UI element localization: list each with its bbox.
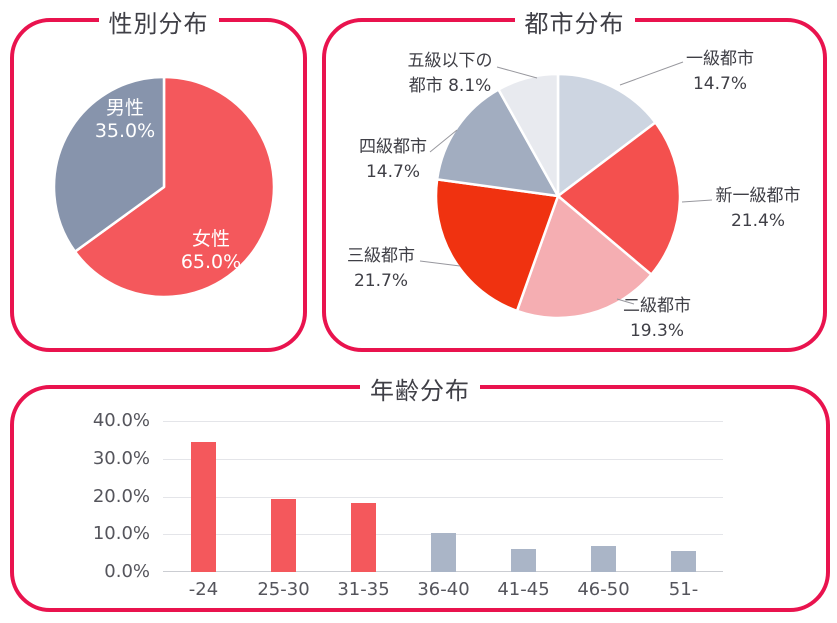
city-callout-line-1 — [681, 199, 713, 203]
callout-tier4-value: 14.7% — [365, 162, 420, 182]
bar-36-40 — [431, 533, 456, 572]
city-card-title: 都市分布 — [514, 9, 635, 39]
city-callout-line-3 — [419, 260, 461, 267]
city-callout-line-0 — [619, 61, 684, 86]
bar-46-50 — [591, 546, 616, 572]
callout-tier3-value: 21.7% — [353, 271, 408, 291]
city-slice-5 — [497, 72, 560, 198]
callout-tier1-value: 14.7% — [692, 74, 747, 94]
age-card-title: 年齢分布 — [360, 376, 480, 406]
male-label-value: 35.0% — [94, 120, 156, 142]
gender-slice-0 — [73, 75, 276, 299]
y-tick-30: 30.0% — [92, 448, 150, 469]
callout-tier5-value: 都市 8.1% — [408, 76, 492, 96]
city-distribution-card: 都市分布 一級都市 14.7% 新一級都市 21.4% 二級都市 19.3% 三… — [322, 9, 827, 352]
city-callout-line-5 — [496, 66, 538, 79]
gridline-40 — [163, 421, 723, 422]
city-slice-2 — [515, 194, 653, 320]
city-slice-4 — [435, 88, 560, 198]
gridline-30 — [163, 459, 723, 460]
callout-tier2-name: 二級都市 — [623, 296, 691, 316]
bar-51- — [671, 551, 696, 572]
city-slice-3 — [434, 178, 560, 313]
male-label-text: 男性 — [105, 97, 145, 119]
x-tick-41-45: 41-45 — [497, 579, 550, 600]
x-tick-46-50: 46-50 — [577, 579, 630, 600]
gender-card-content: 男性 35.0% 女性 65.0% — [14, 22, 303, 348]
y-tick-10: 10.0% — [92, 523, 150, 544]
y-tick-20: 20.0% — [92, 486, 150, 507]
callout-tier3-name: 三級都市 — [347, 246, 415, 266]
bar-25-30 — [271, 499, 296, 572]
x-tick-25-30: 25-30 — [257, 579, 310, 600]
female-slice-label: 女性 65.0% — [181, 228, 241, 274]
gender-card-title: 性別分布 — [98, 9, 219, 39]
callout-tier1-name: 一級都市 — [686, 49, 754, 69]
city-slice-0 — [556, 72, 657, 198]
callout-new-tier1: 新一級都市 21.4% — [716, 184, 801, 234]
callout-tier5-below: 五級以下の 都市 8.1% — [408, 49, 493, 99]
male-slice-label: 男性 35.0% — [95, 97, 155, 143]
callout-new-tier1-name: 新一級都市 — [715, 186, 801, 206]
callout-tier2: 二級都市 19.3% — [623, 294, 691, 344]
gender-pie-chart — [52, 75, 276, 299]
x-tick--24: -24 — [188, 579, 219, 600]
gridline-20 — [163, 497, 723, 498]
age-bar-plot-area — [163, 421, 723, 572]
callout-tier4: 四級都市 14.7% — [359, 135, 427, 185]
city-card-content: 一級都市 14.7% 新一級都市 21.4% 二級都市 19.3% 三級都市 2… — [326, 22, 823, 348]
female-label-text: 女性 — [191, 228, 231, 250]
callout-tier2-value: 19.3% — [629, 321, 684, 341]
callout-tier3: 三級都市 21.7% — [347, 244, 415, 294]
y-tick-40: 40.0% — [92, 410, 150, 431]
city-callout-line-4 — [429, 129, 458, 153]
callout-tier1: 一級都市 14.7% — [686, 47, 754, 97]
bar-41-45 — [511, 549, 536, 572]
female-label-value: 65.0% — [180, 251, 242, 273]
city-pie-chart — [419, 61, 713, 320]
city-callout-line-2 — [616, 298, 635, 305]
city-slice-1 — [556, 121, 682, 276]
age-distribution-card: 年齢分布 0.0% 10.0% 20.0% 30.0% 40.0% -24 25-30 31-… — [10, 376, 830, 612]
bar-31-35 — [351, 503, 376, 572]
x-tick-51-: 51- — [668, 579, 699, 600]
callout-tier5-name: 五級以下の — [407, 51, 493, 71]
bar--24 — [191, 442, 216, 572]
gender-distribution-card: 性別分布 男性 35.0% 女性 65.0% — [10, 9, 307, 352]
age-card-content: 0.0% 10.0% 20.0% 30.0% 40.0% -24 25-30 31-35 36-… — [14, 389, 826, 608]
x-tick-31-35: 31-35 — [337, 579, 390, 600]
callout-new-tier1-value: 21.4% — [730, 211, 785, 231]
y-tick-0: 0.0% — [104, 561, 150, 582]
x-tick-36-40: 36-40 — [417, 579, 470, 600]
gender-slice-1 — [52, 75, 166, 253]
callout-tier4-name: 四級都市 — [359, 137, 427, 157]
